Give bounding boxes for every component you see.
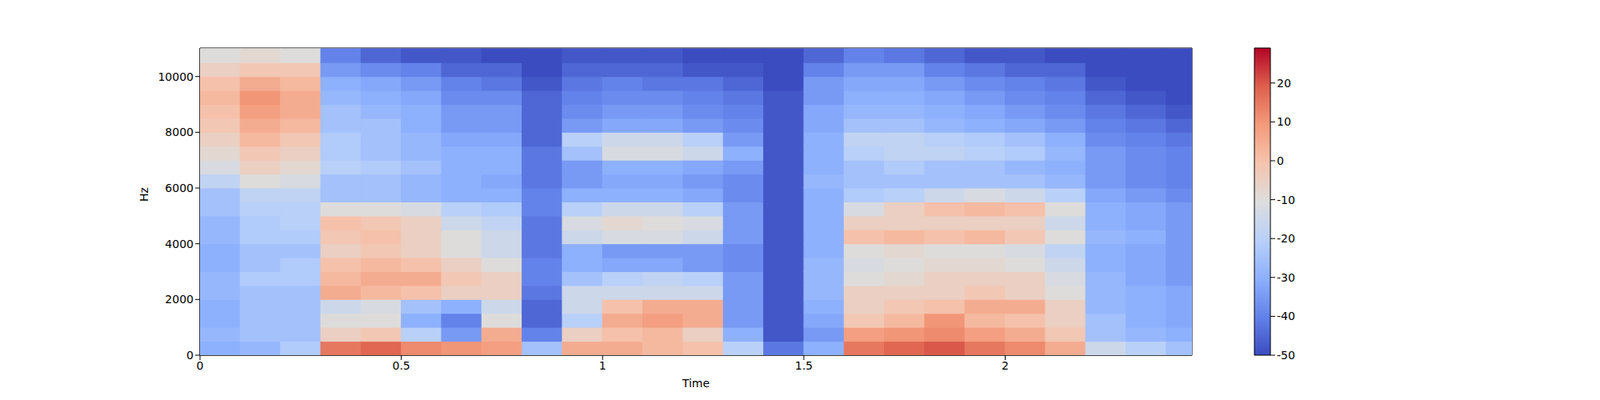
svg-text:10: 10 <box>1276 115 1292 128</box>
svg-text:1: 1 <box>599 359 607 372</box>
svg-text:-50: -50 <box>1276 348 1296 362</box>
svg-text:0: 0 <box>196 359 204 372</box>
svg-text:0: 0 <box>1276 154 1284 168</box>
svg-text:-40: -40 <box>1276 309 1296 323</box>
svg-text:Hz: Hz <box>137 187 151 202</box>
svg-text:10000: 10000 <box>157 70 194 84</box>
svg-text:-30: -30 <box>1276 271 1296 284</box>
svg-text:2: 2 <box>1001 359 1009 372</box>
svg-text:-20: -20 <box>1276 232 1296 245</box>
svg-text:6000: 6000 <box>164 181 194 195</box>
svg-text:0.5: 0.5 <box>392 359 410 372</box>
svg-text:0: 0 <box>186 348 194 362</box>
svg-text:4000: 4000 <box>164 237 194 251</box>
svg-text:8000: 8000 <box>164 125 194 139</box>
svg-text:1.5: 1.5 <box>795 359 813 372</box>
svg-text:20: 20 <box>1276 76 1292 90</box>
svg-text:-10: -10 <box>1276 193 1296 207</box>
svg-text:2000: 2000 <box>164 292 194 306</box>
svg-text:Time: Time <box>681 376 710 390</box>
